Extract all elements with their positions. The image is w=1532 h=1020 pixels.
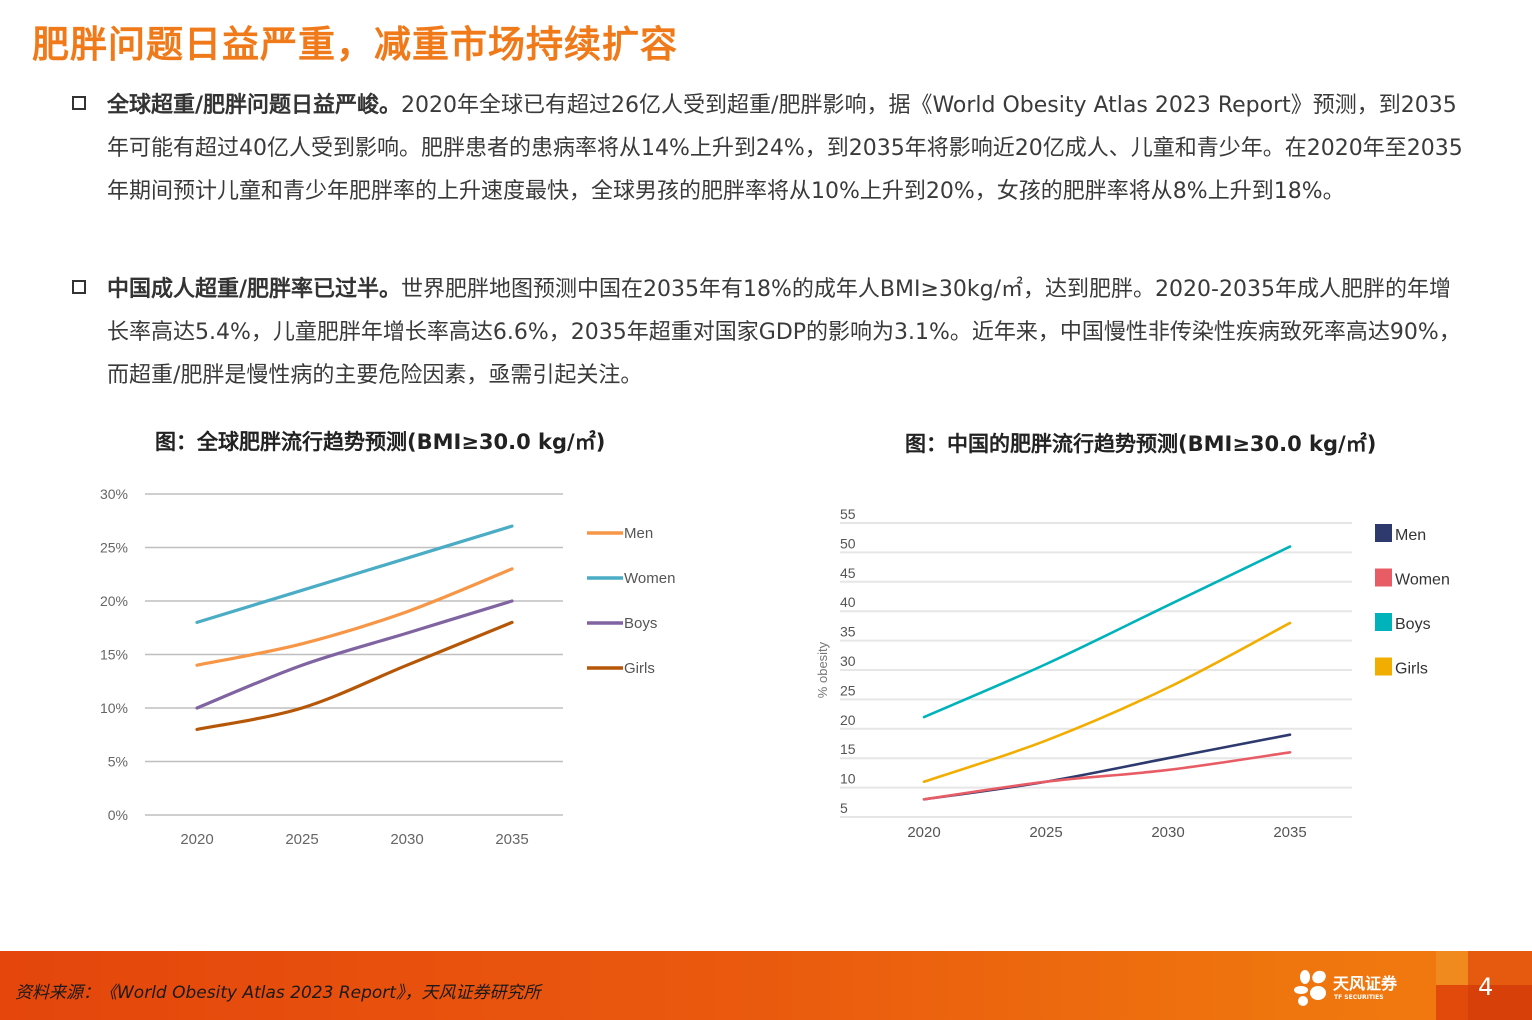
decor-square	[1436, 985, 1468, 1020]
y-tick-label: 15	[840, 741, 856, 757]
series-line-boys	[195, 599, 514, 710]
chart-title-china: 图：中国的肥胖流行趋势预测(BMI≥30.0 kg/㎡)	[905, 432, 1377, 456]
legend-swatch	[1375, 524, 1392, 542]
source-note: 资料来源：《World Obesity Atlas 2023 Report》，天…	[15, 983, 541, 1003]
y-tick-label: 35	[840, 624, 856, 640]
tf-securities-logo: 天风证券 TF SECURITIES	[1293, 968, 1403, 1008]
x-tick-label: 2020	[180, 831, 213, 848]
y-tick-label: 25%	[100, 540, 128, 556]
y-tick-label: 40	[840, 594, 856, 610]
series-line-girls	[195, 620, 514, 731]
series-line-women	[195, 524, 514, 624]
logo-subtext: TF SECURITIES	[1334, 994, 1384, 1001]
legend-swatch	[1375, 613, 1392, 631]
slide-title: 肥胖问题日益严重，减重市场持续扩容	[32, 23, 678, 66]
legend-label: Women	[1395, 572, 1450, 589]
legend-label: Boys	[624, 615, 657, 632]
chart-title-global: 图：全球肥胖流行趋势预测(BMI≥30.0 kg/㎡)	[155, 430, 606, 454]
legend-label: Girls	[1395, 661, 1428, 678]
bullet-lead: 中国成人超重/肥胖率已过半。	[107, 277, 402, 302]
legend-label: Men	[1395, 527, 1426, 544]
x-tick-label: 2030	[1151, 824, 1184, 841]
y-tick-label: 5%	[108, 754, 128, 770]
series-line-women	[922, 751, 1292, 801]
footer-bar: 资料来源：《World Obesity Atlas 2023 Report》，天…	[0, 951, 1532, 1020]
y-tick-label: 30%	[100, 486, 128, 502]
series-line-boys	[922, 545, 1292, 719]
y-tick-label: 20	[840, 712, 856, 728]
flower-logo-icon	[1294, 970, 1326, 1006]
bullet-china-obesity: 中国成人超重/肥胖率已过半。世界肥胖地图预测中国在2035年有18%的成年人BM…	[72, 268, 1472, 397]
y-tick-label: 10	[840, 771, 856, 787]
x-tick-label: 2025	[285, 831, 318, 848]
x-tick-label: 2020	[907, 824, 940, 841]
logo-text: 天风证券	[1333, 974, 1398, 993]
legend-label: Men	[624, 525, 653, 542]
decor-square	[1468, 985, 1532, 1020]
y-tick-label: 0%	[108, 807, 128, 823]
y-tick-label: 15%	[100, 647, 128, 663]
y-tick-label: 30	[840, 653, 856, 669]
square-bullet-icon	[72, 280, 86, 294]
y-tick-label: 5	[840, 800, 848, 816]
y-tick-label: 45	[840, 565, 856, 581]
page-number: 4	[1478, 973, 1494, 1001]
bullet-text: 世界肥胖地图预测中国在2035年有18%的成年人BMI≥30kg/㎡，达到肥胖。…	[107, 277, 1461, 388]
legend-label: Women	[624, 570, 675, 587]
legend-label: Boys	[1395, 616, 1431, 633]
y-tick-label: 55	[840, 506, 856, 522]
x-tick-label: 2025	[1029, 824, 1062, 841]
y-tick-label: 10%	[100, 700, 128, 716]
bullet-lead: 全球超重/肥胖问题日益严峻。	[107, 93, 402, 118]
legend-swatch	[1375, 568, 1392, 587]
bullet-text: 2020年全球已有超过26亿人受到超重/肥胖影响，据《World Obesity…	[107, 93, 1463, 204]
x-tick-label: 2035	[1273, 824, 1306, 841]
legend-swatch	[1375, 657, 1392, 676]
global-obesity-chart: 0% 5% 10% 15% 20% 25% 30% 2020 2025 2030 2035 Men Wo…	[100, 486, 675, 848]
decor-square	[1436, 951, 1468, 985]
series-line-girls	[922, 621, 1292, 784]
decor-square	[1468, 951, 1532, 985]
bullet-global-obesity: 全球超重/肥胖问题日益严峻。2020年全球已有超过26亿人受到超重/肥胖影响，据…	[72, 84, 1472, 213]
x-tick-label: 2030	[390, 831, 423, 848]
legend-label: Girls	[624, 660, 655, 677]
y-axis-label: % obesity	[815, 641, 830, 698]
series-line-men	[195, 567, 514, 667]
y-tick-label: 50	[840, 535, 856, 551]
y-tick-label: 25	[840, 682, 856, 698]
x-tick-label: 2035	[495, 831, 528, 848]
y-tick-label: 20%	[100, 593, 128, 609]
square-bullet-icon	[72, 96, 86, 110]
series-line-men	[922, 733, 1292, 801]
